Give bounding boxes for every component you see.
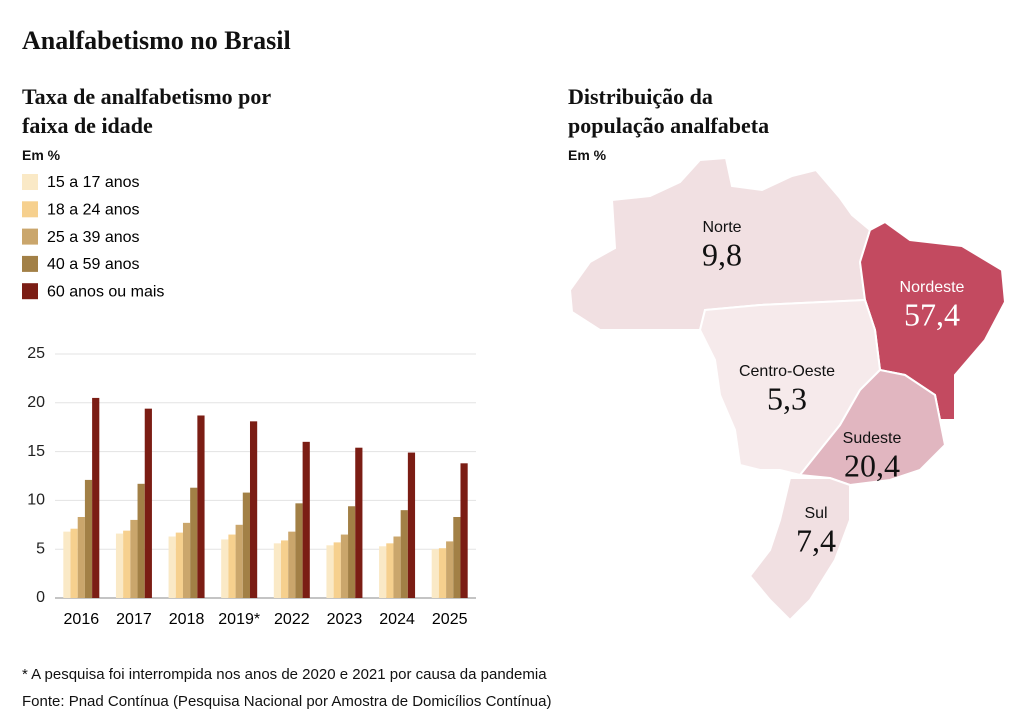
bar [386, 543, 394, 598]
x-tick-label: 2025 [432, 611, 468, 628]
bar [340, 534, 349, 598]
bar [77, 516, 85, 598]
y-tick-label: 0 [36, 589, 45, 606]
region-value: 9,8 [702, 236, 742, 272]
bar [438, 548, 447, 598]
bar [460, 463, 468, 598]
x-tick-label: 2018 [169, 611, 205, 628]
bar [175, 532, 183, 598]
region-value: 5,3 [767, 380, 807, 416]
bar [400, 510, 408, 598]
bar [123, 530, 131, 598]
bar [242, 492, 250, 598]
bar [190, 487, 198, 598]
bar [130, 519, 138, 598]
region-name: Sul [804, 505, 827, 522]
legend-label: 15 a 17 anos [47, 174, 140, 191]
legend-swatch [22, 174, 38, 190]
map-title: Distribuição da população analfabeta [568, 84, 770, 138]
bar [63, 531, 71, 598]
source: Fonte: Pnad Contínua (Pesquisa Nacional … [22, 693, 552, 710]
bar [326, 545, 334, 598]
bar [302, 441, 310, 598]
legend-label: 60 anos ou mais [47, 283, 164, 300]
bar [197, 415, 205, 598]
bar [221, 539, 229, 598]
footnote: * A pesquisa foi interrompida nos anos d… [22, 666, 547, 683]
bar [348, 506, 356, 598]
region-name: Centro-Oeste [739, 363, 835, 380]
y-tick-label: 25 [27, 345, 45, 362]
legend-label: 25 a 39 anos [47, 229, 140, 246]
region-name: Nordeste [900, 279, 965, 296]
legend-swatch [22, 228, 38, 245]
bar [431, 549, 439, 598]
region-name: Sudeste [843, 430, 902, 447]
bar [333, 542, 341, 598]
bar [115, 533, 124, 598]
legend-label: 18 a 24 anos [47, 202, 140, 219]
x-tick-label: 2016 [64, 611, 100, 628]
chart-unit: Em % [22, 147, 61, 163]
y-tick-label: 10 [27, 492, 45, 509]
region-value: 7,4 [796, 522, 836, 558]
y-tick-label: 5 [36, 540, 45, 557]
bar [84, 479, 93, 598]
region-value: 57,4 [904, 296, 960, 332]
chart-title: Taxa de analfabetismo por faixa de idade [22, 84, 271, 138]
page-title: Analfabetismo no Brasil [22, 26, 291, 55]
x-tick-label: 2022 [274, 611, 310, 628]
y-tick-label: 20 [27, 394, 45, 411]
bar [288, 531, 296, 598]
bar [355, 447, 363, 598]
bar [144, 408, 152, 598]
bar [249, 421, 258, 598]
bar [407, 452, 416, 598]
bar [273, 543, 282, 598]
bar [168, 536, 176, 598]
x-tick-label: 2024 [379, 611, 415, 628]
bar [295, 503, 303, 598]
legend-swatch [22, 255, 38, 272]
map-region [798, 368, 947, 487]
bar [137, 483, 145, 598]
legend-swatch [22, 201, 38, 218]
bar [92, 397, 100, 598]
bar [379, 546, 387, 598]
bar [281, 540, 289, 598]
map-unit: Em % [568, 147, 607, 163]
x-tick-label: 2017 [116, 611, 152, 628]
bar [393, 536, 401, 598]
map-region [568, 156, 872, 331]
region-name: Norte [702, 219, 741, 236]
legend-label: 40 a 59 anos [47, 256, 140, 273]
y-tick-label: 15 [27, 443, 45, 460]
bar [446, 541, 454, 598]
x-tick-label: 2019* [218, 611, 260, 628]
map-region [748, 477, 851, 622]
bar [453, 516, 461, 598]
x-tick-label: 2023 [327, 611, 363, 628]
legend-swatch [22, 283, 38, 300]
bar [70, 528, 78, 598]
bar [235, 524, 243, 598]
bar [182, 522, 191, 598]
region-value: 20,4 [844, 447, 900, 483]
bar [228, 534, 236, 598]
